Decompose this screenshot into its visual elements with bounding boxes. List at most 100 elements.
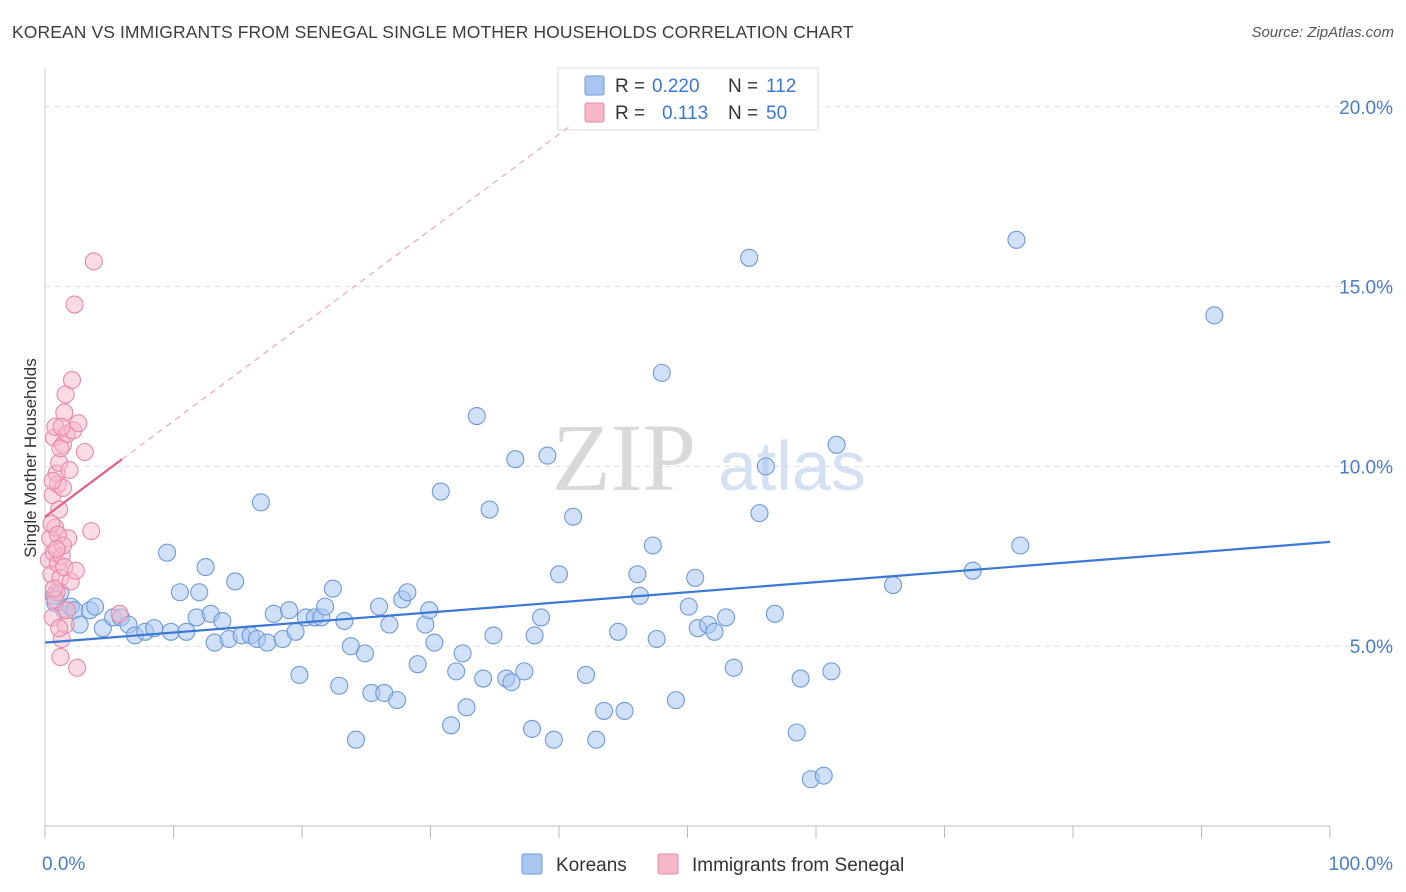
point-koreans bbox=[1011, 536, 1030, 555]
point-koreans bbox=[380, 615, 399, 634]
point-koreans bbox=[531, 608, 551, 627]
point-koreans bbox=[609, 622, 628, 641]
point-koreans bbox=[341, 637, 360, 656]
point-senegal bbox=[68, 658, 87, 677]
point-koreans bbox=[408, 655, 427, 674]
legend-n-value: 112 bbox=[766, 76, 796, 97]
data-points bbox=[39, 230, 1224, 789]
point-koreans bbox=[538, 446, 557, 465]
point-koreans bbox=[398, 583, 417, 602]
point-koreans bbox=[251, 493, 270, 512]
watermark-zip: ZIP bbox=[552, 404, 696, 511]
point-koreans bbox=[544, 730, 563, 749]
point-koreans bbox=[814, 766, 833, 785]
point-senegal bbox=[52, 417, 71, 436]
point-koreans bbox=[594, 701, 614, 720]
point-koreans bbox=[420, 601, 439, 620]
point-koreans bbox=[323, 579, 342, 598]
series-legend: Koreans Immigrants from Senegal bbox=[521, 853, 904, 876]
correlation-legend: R = 0.220 N = 112 R = 0.113 N = 50 bbox=[557, 67, 819, 131]
point-senegal bbox=[47, 540, 66, 559]
point-koreans bbox=[549, 565, 569, 584]
point-koreans bbox=[196, 558, 215, 577]
point-koreans bbox=[628, 565, 647, 584]
point-senegal bbox=[57, 601, 76, 620]
point-koreans bbox=[388, 691, 407, 710]
chart-title: KOREAN VS IMMIGRANTS FROM SENEGAL SINGLE… bbox=[12, 22, 854, 42]
legend-n-label: N = bbox=[728, 103, 758, 124]
point-koreans bbox=[258, 633, 277, 652]
point-koreans bbox=[467, 406, 486, 426]
x-tick-label: 100.0% bbox=[1329, 854, 1394, 875]
legend-r-label: R = bbox=[615, 76, 645, 97]
legend-r-value: 0.220 bbox=[652, 76, 700, 97]
gridlines bbox=[45, 106, 1395, 647]
point-koreans bbox=[86, 597, 105, 616]
point-koreans bbox=[431, 482, 450, 501]
legend-label-senegal: Immigrants from Senegal bbox=[692, 855, 904, 876]
point-koreans bbox=[506, 450, 525, 469]
point-koreans bbox=[827, 435, 846, 454]
trend-line-senegal bbox=[44, 458, 123, 518]
tick-labels: 5.0% 10.0% 15.0% 20.0% 0.0% 100.0% bbox=[42, 98, 1393, 875]
legend-r-label: R = bbox=[615, 103, 645, 124]
trend-lines bbox=[44, 124, 1331, 644]
legend-swatch-koreans bbox=[521, 853, 543, 875]
point-koreans bbox=[280, 601, 299, 620]
point-koreans bbox=[716, 608, 736, 627]
point-senegal bbox=[51, 647, 70, 667]
point-koreans bbox=[750, 504, 769, 523]
point-senegal bbox=[62, 371, 82, 390]
watermark: ZIP atlas bbox=[552, 404, 866, 511]
point-koreans bbox=[515, 662, 534, 681]
point-koreans bbox=[679, 597, 698, 616]
legend-swatch-koreans bbox=[584, 75, 605, 96]
point-koreans bbox=[791, 669, 810, 688]
point-koreans bbox=[1007, 230, 1026, 249]
point-koreans bbox=[355, 644, 375, 663]
point-koreans bbox=[447, 662, 466, 681]
point-koreans bbox=[666, 691, 685, 710]
y-tick-label: 15.0% bbox=[1339, 278, 1393, 299]
point-senegal bbox=[84, 252, 103, 271]
point-koreans bbox=[330, 676, 349, 695]
point-senegal bbox=[50, 619, 69, 638]
point-koreans bbox=[724, 658, 743, 677]
point-koreans bbox=[335, 611, 354, 631]
point-koreans bbox=[686, 568, 705, 587]
legend-swatch-senegal bbox=[657, 853, 679, 875]
axes bbox=[44, 68, 1331, 838]
point-koreans bbox=[587, 730, 606, 749]
source-credit: Source: ZipAtlas.com bbox=[1251, 24, 1394, 41]
point-koreans bbox=[615, 701, 634, 720]
point-senegal bbox=[50, 500, 69, 519]
point-senegal bbox=[60, 460, 79, 480]
point-senegal bbox=[66, 561, 85, 580]
point-senegal bbox=[43, 471, 62, 490]
point-koreans bbox=[643, 536, 662, 555]
point-koreans bbox=[756, 457, 775, 476]
y-axis-label: Single Mother Households bbox=[21, 358, 40, 557]
point-koreans bbox=[158, 543, 177, 562]
point-koreans bbox=[564, 507, 583, 526]
point-koreans bbox=[502, 673, 521, 692]
point-senegal bbox=[44, 579, 64, 598]
point-koreans bbox=[525, 626, 544, 645]
point-senegal bbox=[75, 442, 94, 462]
point-koreans bbox=[522, 719, 542, 738]
point-koreans bbox=[457, 698, 476, 717]
point-koreans bbox=[787, 723, 806, 742]
point-koreans bbox=[264, 604, 283, 623]
legend-n-label: N = bbox=[728, 76, 758, 97]
point-senegal bbox=[65, 295, 84, 314]
legend-swatch-senegal bbox=[584, 102, 605, 123]
y-tick-label: 20.0% bbox=[1339, 98, 1393, 119]
point-koreans bbox=[765, 604, 784, 623]
point-koreans bbox=[286, 622, 305, 641]
legend-n-value: 50 bbox=[766, 103, 787, 124]
legend-r-value: 0.113 bbox=[662, 103, 708, 124]
x-tick-label: 0.0% bbox=[42, 854, 85, 875]
point-koreans bbox=[822, 662, 841, 681]
y-tick-label: 10.0% bbox=[1339, 457, 1393, 478]
